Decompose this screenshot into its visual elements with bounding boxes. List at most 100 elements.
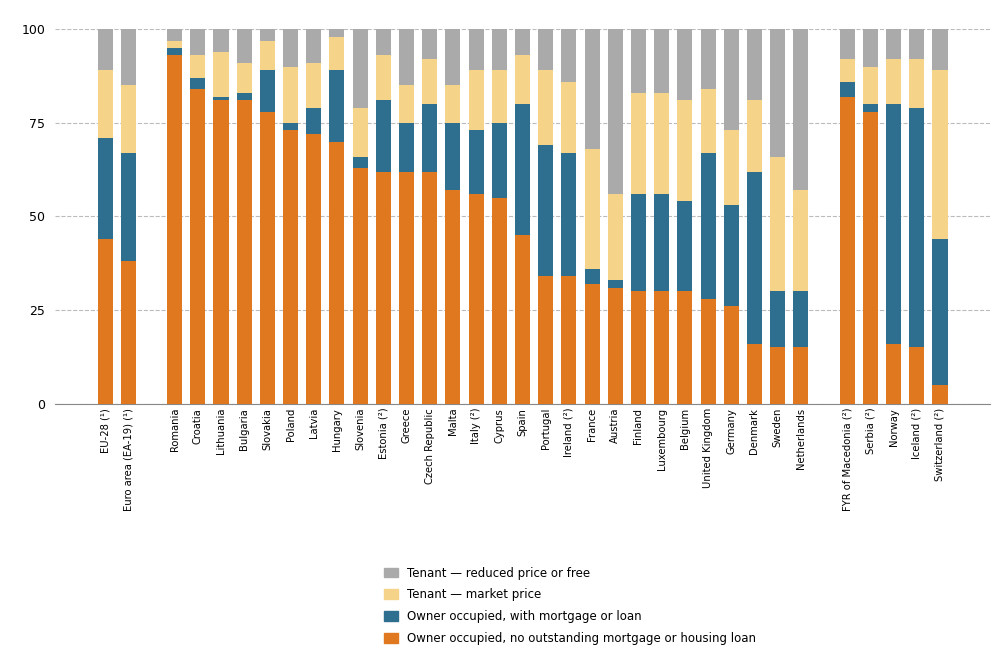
Bar: [213, 100, 229, 404]
Bar: [932, 70, 948, 239]
Bar: [121, 29, 136, 85]
Bar: [561, 153, 576, 277]
Bar: [840, 97, 855, 404]
Bar: [677, 29, 692, 100]
Bar: [445, 190, 460, 404]
Bar: [585, 284, 600, 404]
Bar: [237, 29, 252, 63]
Bar: [840, 82, 855, 97]
Bar: [701, 29, 716, 89]
Bar: [353, 156, 368, 168]
Bar: [190, 29, 205, 55]
Bar: [422, 59, 437, 104]
Bar: [306, 134, 321, 404]
Bar: [515, 55, 530, 104]
Bar: [608, 288, 623, 404]
Bar: [561, 277, 576, 404]
Bar: [909, 348, 924, 404]
Bar: [840, 29, 855, 59]
Bar: [747, 100, 762, 172]
Bar: [353, 29, 368, 108]
Bar: [190, 55, 205, 78]
Bar: [445, 85, 460, 123]
Bar: [445, 123, 460, 190]
Bar: [886, 59, 901, 104]
Bar: [701, 299, 716, 404]
Bar: [190, 89, 205, 404]
Bar: [561, 29, 576, 82]
Bar: [121, 262, 136, 404]
Bar: [167, 29, 182, 40]
Bar: [909, 108, 924, 348]
Bar: [701, 89, 716, 153]
Bar: [538, 29, 553, 70]
Bar: [422, 172, 437, 404]
Bar: [793, 348, 808, 404]
Bar: [886, 104, 901, 344]
Bar: [283, 123, 298, 130]
Bar: [283, 29, 298, 67]
Bar: [747, 29, 762, 100]
Bar: [283, 67, 298, 123]
Bar: [608, 280, 623, 288]
Bar: [469, 130, 484, 194]
Bar: [677, 202, 692, 292]
Bar: [329, 29, 344, 37]
Bar: [608, 29, 623, 194]
Bar: [677, 292, 692, 404]
Bar: [260, 29, 275, 40]
Bar: [724, 29, 739, 130]
Bar: [376, 29, 391, 55]
Bar: [121, 85, 136, 153]
Bar: [631, 194, 646, 292]
Bar: [98, 29, 113, 70]
Bar: [793, 292, 808, 348]
Bar: [585, 29, 600, 149]
Bar: [353, 108, 368, 157]
Bar: [469, 70, 484, 130]
Bar: [469, 29, 484, 70]
Bar: [747, 344, 762, 404]
Bar: [237, 100, 252, 404]
Bar: [237, 63, 252, 93]
Bar: [886, 29, 901, 59]
Bar: [863, 67, 878, 104]
Bar: [492, 198, 507, 404]
Bar: [190, 78, 205, 89]
Bar: [469, 194, 484, 404]
Bar: [376, 100, 391, 172]
Bar: [793, 190, 808, 292]
Bar: [770, 29, 785, 157]
Bar: [353, 168, 368, 404]
Bar: [492, 123, 507, 198]
Bar: [399, 85, 414, 123]
Bar: [932, 29, 948, 70]
Bar: [213, 29, 229, 52]
Bar: [770, 348, 785, 404]
Bar: [445, 29, 460, 85]
Bar: [515, 235, 530, 404]
Bar: [608, 194, 623, 280]
Bar: [492, 70, 507, 123]
Bar: [863, 104, 878, 112]
Bar: [283, 130, 298, 404]
Bar: [329, 142, 344, 404]
Bar: [863, 112, 878, 404]
Bar: [561, 82, 576, 153]
Bar: [932, 385, 948, 404]
Bar: [237, 93, 252, 100]
Bar: [654, 194, 669, 292]
Bar: [260, 40, 275, 70]
Legend: Tenant — reduced price or free, Tenant — market price, Owner occupied, with mort: Tenant — reduced price or free, Tenant —…: [384, 566, 756, 645]
Bar: [538, 145, 553, 277]
Bar: [399, 172, 414, 404]
Bar: [886, 344, 901, 404]
Bar: [98, 239, 113, 404]
Bar: [167, 48, 182, 55]
Bar: [515, 104, 530, 235]
Bar: [631, 29, 646, 93]
Bar: [654, 93, 669, 194]
Bar: [654, 29, 669, 93]
Bar: [585, 149, 600, 269]
Bar: [260, 70, 275, 112]
